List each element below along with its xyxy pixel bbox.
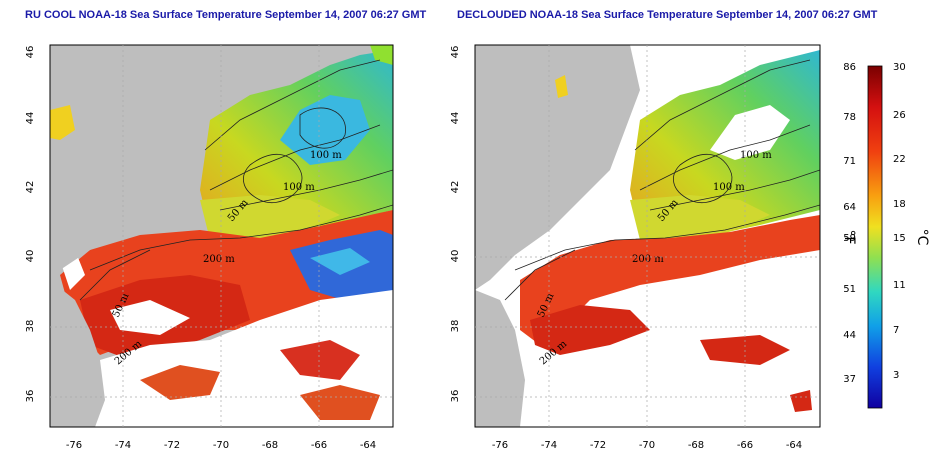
lon-tick: -68 [688, 440, 704, 451]
contour-label-100m-b: 100 m [283, 182, 315, 193]
lon-tick: -72 [590, 440, 606, 451]
right-grid [475, 45, 820, 427]
lat-tick: 38 [25, 320, 36, 333]
right-map-frame [474, 44, 821, 428]
f-tick: 71 [843, 156, 856, 167]
f-tick: 78 [843, 112, 856, 123]
lon-tick: -64 [360, 440, 376, 451]
lat-tick: 44 [25, 112, 36, 125]
lon-tick: -76 [66, 440, 82, 451]
right-panel-title: DECLOUDED NOAA-18 Sea Surface Temperatur… [457, 9, 878, 21]
c-tick: 18 [893, 199, 906, 210]
left-lon-ticks: -76 -74 -72 -70 -68 -66 -64 [66, 440, 376, 451]
warm-waters [520, 215, 820, 345]
c-tick: 26 [893, 110, 906, 121]
right-lon-ticks: -76 -74 -72 -70 -68 -66 -64 [492, 440, 802, 451]
cool-offshore-patch [310, 248, 370, 275]
left-lat-ticks: 46 44 42 40 38 36 [25, 46, 36, 403]
celsius-unit-label: °C [914, 229, 930, 246]
contour-label-100m-b: 100 m [713, 182, 745, 193]
shelf-edge-waters [630, 195, 770, 240]
lake-yellow [50, 105, 75, 140]
f-tick: 44 [843, 330, 856, 341]
warm-patch-southeast [300, 385, 380, 420]
left-map: 100 m 100 m 50 m 200 m 50 m 200 m [50, 45, 393, 427]
f-tick: 64 [843, 202, 856, 213]
lon-tick: -68 [262, 440, 278, 451]
lake-yellow [555, 75, 568, 98]
c-tick: 22 [893, 154, 906, 165]
lon-tick: -66 [737, 440, 753, 451]
left-map-frame [49, 44, 394, 428]
right-map: 100 m 100 m 50 m 200 m 50 m 200 m [475, 45, 820, 427]
lon-tick: -72 [164, 440, 180, 451]
lat-tick: 40 [450, 250, 461, 263]
warm-patch-southeast [790, 390, 812, 412]
f-tick: 59 [843, 233, 856, 244]
lat-tick: 42 [450, 181, 461, 194]
gulf-stream-waters [530, 305, 650, 355]
left-grid [50, 45, 393, 427]
warm-patch-south [140, 365, 220, 400]
c-tick: 30 [893, 62, 906, 73]
right-contours [504, 59, 820, 301]
lon-tick: -74 [541, 440, 557, 451]
left-contours [79, 59, 393, 301]
f-tick: 51 [843, 284, 856, 295]
f-tick: 37 [843, 374, 856, 385]
c-tick: 11 [893, 280, 906, 291]
c-tick: 15 [893, 233, 906, 244]
fahrenheit-ticks: 86 78 71 64 59 51 44 37 [843, 62, 856, 385]
warm-patch-east [280, 340, 360, 380]
colorbar-gradient [867, 65, 883, 409]
lat-tick: 36 [25, 390, 36, 403]
lat-tick: 42 [25, 181, 36, 194]
lon-tick: -70 [639, 440, 655, 451]
cloud-patch [110, 300, 190, 335]
f-tick: 86 [843, 62, 856, 73]
lon-tick: -70 [213, 440, 229, 451]
land-mainland [475, 45, 640, 290]
land-south [50, 280, 105, 427]
lat-tick: 44 [450, 112, 461, 125]
lat-tick: 46 [450, 46, 461, 59]
lat-tick: 38 [450, 320, 461, 333]
contour-label-200m: 200 m [203, 254, 235, 265]
lat-tick: 36 [450, 390, 461, 403]
lon-tick: -64 [786, 440, 802, 451]
fahrenheit-unit-label: °F [841, 229, 857, 244]
lat-tick: 40 [25, 250, 36, 263]
celsius-ticks: 30 26 22 18 15 11 7 3 [893, 62, 906, 381]
left-panel-title: RU COOL NOAA-18 Sea Surface Temperature … [25, 9, 427, 21]
contour-label-100m-a: 100 m [310, 150, 342, 161]
lon-tick: -66 [311, 440, 327, 451]
land-mainland [50, 45, 210, 280]
lon-tick: -76 [492, 440, 508, 451]
land-south [475, 290, 525, 427]
contour-label-200m: 200 m [632, 254, 664, 265]
cold-gulf-waters [280, 95, 370, 165]
contour-label-100m-a: 100 m [740, 150, 772, 161]
c-tick: 7 [893, 325, 899, 336]
c-tick: 3 [893, 370, 899, 381]
temperature-colorbar: 86 78 71 64 59 51 44 37 30 26 22 18 15 1… [841, 62, 930, 409]
cloud-gulf [710, 105, 790, 160]
lat-tick: 46 [25, 46, 36, 59]
lon-tick: -74 [115, 440, 131, 451]
right-lat-ticks: 46 44 42 40 38 36 [450, 46, 461, 403]
coastal-green [370, 45, 393, 65]
